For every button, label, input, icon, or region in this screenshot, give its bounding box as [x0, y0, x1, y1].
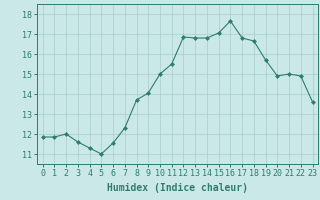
- X-axis label: Humidex (Indice chaleur): Humidex (Indice chaleur): [107, 183, 248, 193]
